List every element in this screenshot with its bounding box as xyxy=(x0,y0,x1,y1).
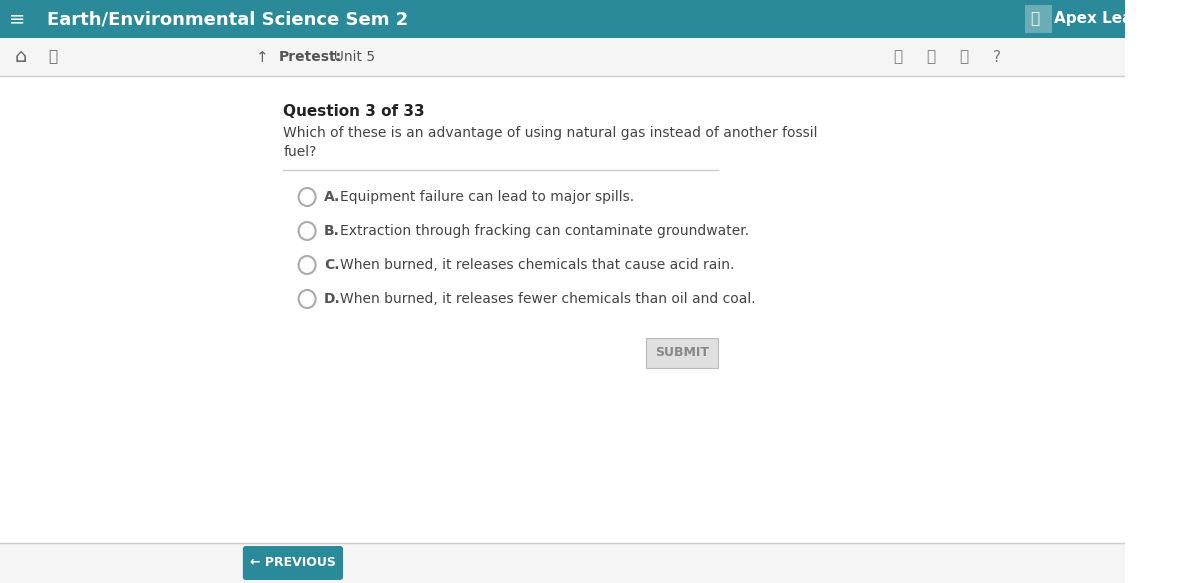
Text: Unit 5: Unit 5 xyxy=(325,50,375,64)
Text: ↑: ↑ xyxy=(256,50,269,65)
FancyBboxPatch shape xyxy=(0,0,1125,38)
Text: Question 3 of 33: Question 3 of 33 xyxy=(283,104,425,119)
Text: C.: C. xyxy=(324,258,339,272)
FancyBboxPatch shape xyxy=(1026,5,1052,33)
Text: D.: D. xyxy=(324,292,340,306)
Text: ← PREVIOUS: ← PREVIOUS xyxy=(250,557,336,570)
Text: Pretest:: Pretest: xyxy=(278,50,342,64)
Text: ≡: ≡ xyxy=(8,9,25,29)
Text: 文: 文 xyxy=(894,50,902,65)
Text: Earth/Environmental Science Sem 2: Earth/Environmental Science Sem 2 xyxy=(48,10,408,28)
Text: SUBMIT: SUBMIT xyxy=(656,346,709,360)
Text: Extraction through fracking can contaminate groundwater.: Extraction through fracking can contamin… xyxy=(340,224,750,238)
Text: 🌿: 🌿 xyxy=(1031,12,1039,26)
Text: When burned, it releases fewer chemicals than oil and coal.: When burned, it releases fewer chemicals… xyxy=(340,292,756,306)
Text: 🗃: 🗃 xyxy=(49,50,57,65)
Text: 👤: 👤 xyxy=(926,50,935,65)
Text: Equipment failure can lead to major spills.: Equipment failure can lead to major spil… xyxy=(340,190,634,204)
Text: ⌂: ⌂ xyxy=(14,47,27,66)
Text: ?: ? xyxy=(992,50,1001,65)
Text: 🖨: 🖨 xyxy=(959,50,969,65)
Text: Which of these is an advantage of using natural gas instead of another fossil
fu: Which of these is an advantage of using … xyxy=(283,126,818,160)
Text: When burned, it releases chemicals that cause acid rain.: When burned, it releases chemicals that … xyxy=(340,258,734,272)
Text: B.: B. xyxy=(324,224,340,238)
FancyBboxPatch shape xyxy=(243,546,343,580)
FancyBboxPatch shape xyxy=(646,338,719,368)
Text: A.: A. xyxy=(324,190,340,204)
FancyBboxPatch shape xyxy=(0,543,1125,583)
FancyBboxPatch shape xyxy=(0,38,1125,76)
Text: Apex Learning: Apex Learning xyxy=(1053,12,1177,26)
